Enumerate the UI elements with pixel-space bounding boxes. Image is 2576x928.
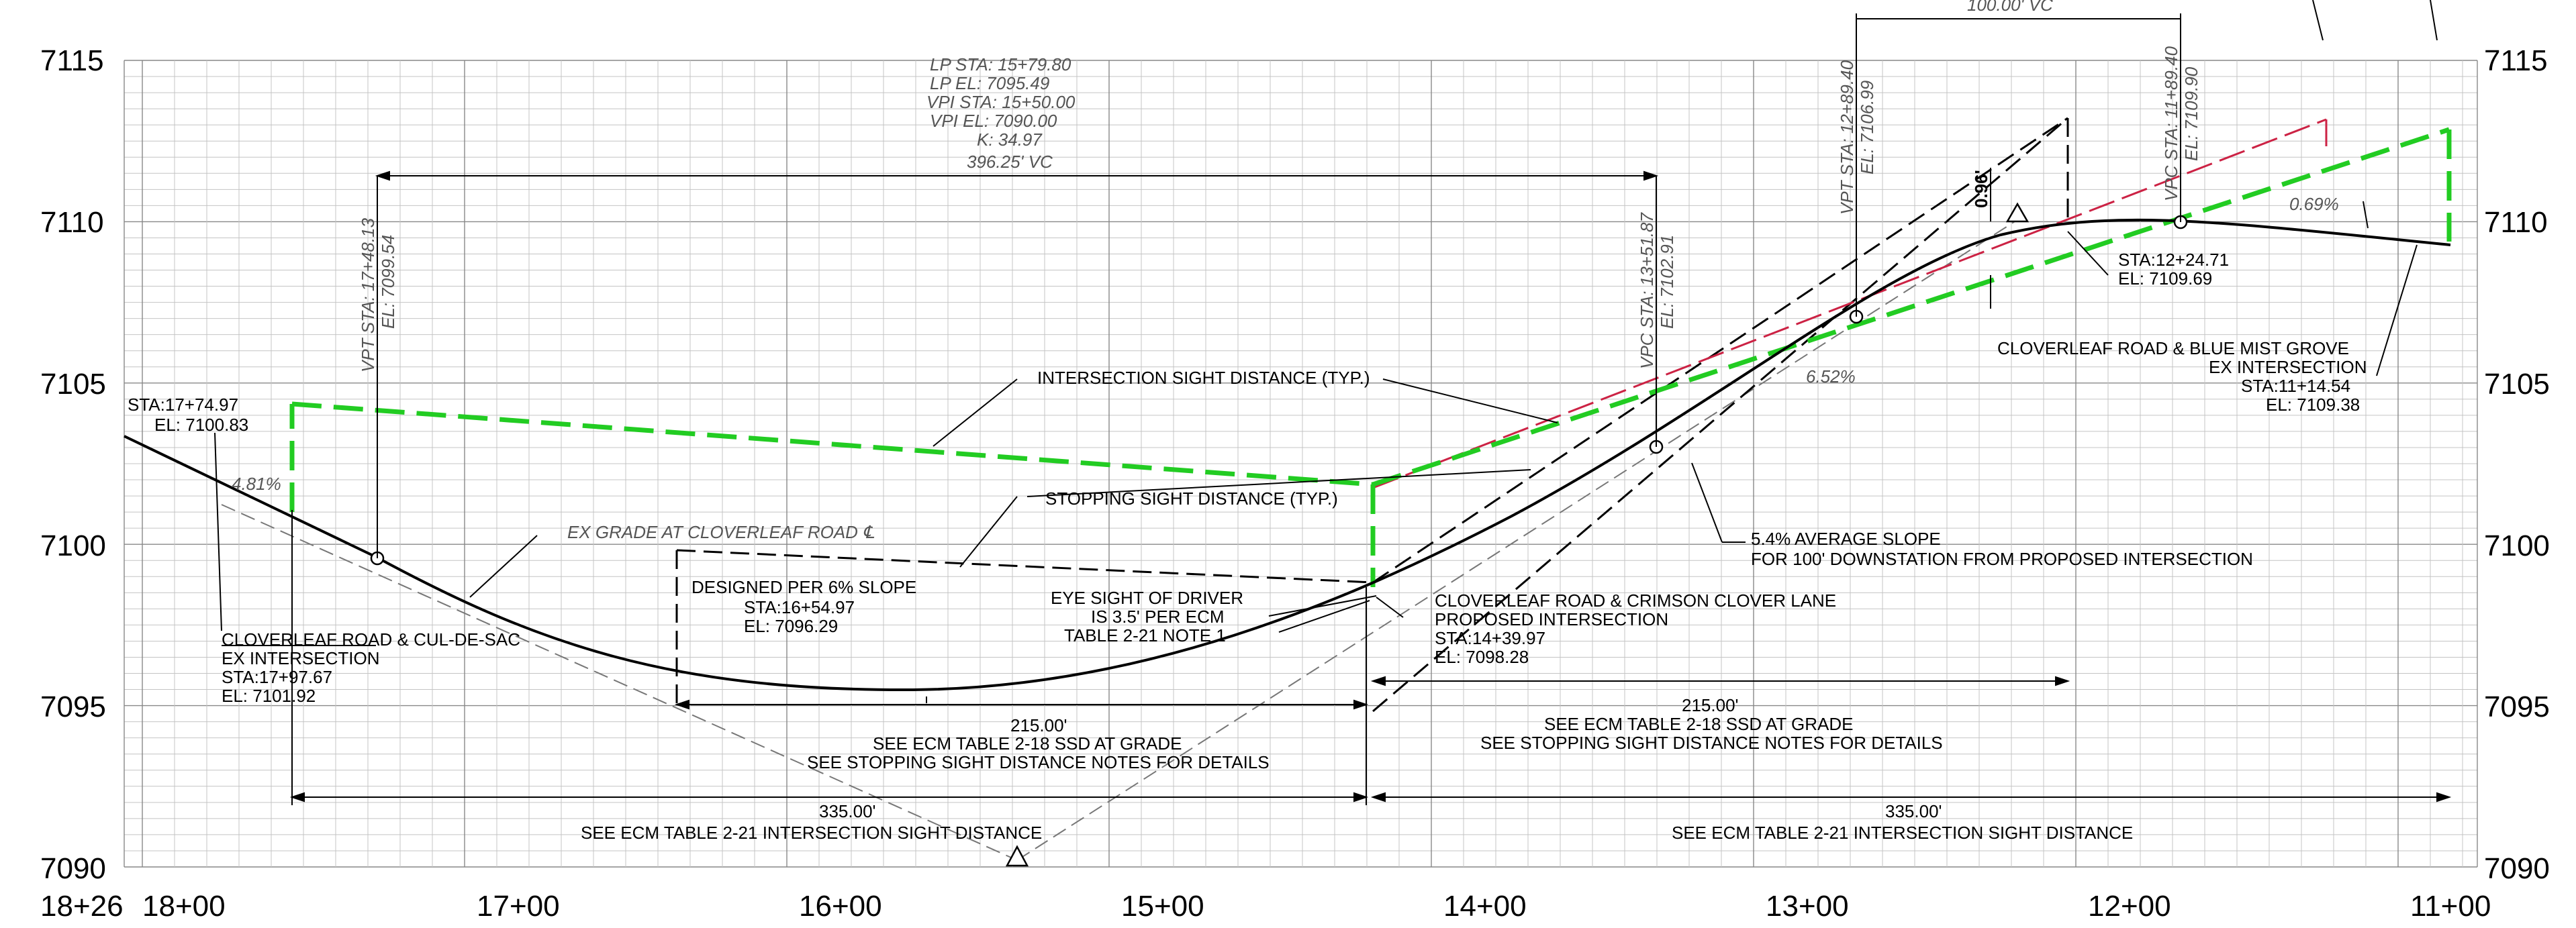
isd-line xyxy=(1372,118,2328,489)
vpc-right-sta: VPC STA: 11+89.40 xyxy=(2161,46,2181,201)
isd-right-2: SEE ECM TABLE 2-21 INTERSECTION SIGHT DI… xyxy=(1672,823,2133,843)
ssd-right-2: SEE ECM TABLE 2-18 SSD AT GRADE xyxy=(1544,714,1853,734)
vpi-el: VPI EL: 7090.00 xyxy=(930,111,1057,131)
elev-label: 7105 xyxy=(2484,368,2550,401)
isd-left-1: 335.00' xyxy=(819,801,876,821)
sta-left-top: STA:17+74.97 xyxy=(128,395,238,415)
elev-label: 7100 xyxy=(2484,529,2550,562)
vertical-station-labels: VPT STA: 17+48.13 EL: 7099.54 VPC STA: 1… xyxy=(358,46,2201,372)
cul-de-sac-1: CLOVERLEAF ROAD & CUL-DE-SAC xyxy=(222,629,520,650)
eye-3: TABLE 2-21 NOTE 1 xyxy=(1064,625,1226,646)
station-label: 18+26 xyxy=(40,890,124,923)
avg-slope-2: FOR 100' DOWNSTATION FROM PROPOSED INTER… xyxy=(1751,549,2253,569)
crimson-4: EL: 7098.28 xyxy=(1435,647,1529,667)
blue-mist-4: EL: 7109.38 xyxy=(2266,395,2360,415)
elev-label: 7105 xyxy=(40,368,106,401)
vc-length-left: 396.25' VC xyxy=(967,152,1053,172)
leader-lines xyxy=(214,0,2438,703)
ssd-typ: STOPPING SIGHT DISTANCE (TYP.) xyxy=(1045,488,1338,509)
grid xyxy=(124,60,2478,868)
low-el: EL: 7096.29 xyxy=(744,616,838,636)
elev-label: 7115 xyxy=(2484,44,2548,77)
ssd-lines xyxy=(289,127,2452,587)
middle-annotations: INTERSECTION SIGHT DISTANCE (TYP.) STOPP… xyxy=(691,368,1836,667)
elev-label: 7095 xyxy=(40,690,106,723)
ex-grade: EX GRADE AT CLOVERLEAF ROAD ℄ xyxy=(567,522,875,542)
station-label: 11+00 xyxy=(2410,890,2491,923)
lp-el: LP EL: 7095.49 xyxy=(930,73,1049,93)
vpc-right-el: EL: 7109.90 xyxy=(2181,66,2201,161)
cul-de-sac-2: EX INTERSECTION xyxy=(222,648,379,668)
ssd-right-3: SEE STOPPING SIGHT DISTANCE NOTES FOR DE… xyxy=(1480,733,1943,753)
ssd-left-2: SEE ECM TABLE 2-18 SSD AT GRADE xyxy=(873,733,1182,754)
el-left-top: EL: 7100.83 xyxy=(154,415,248,435)
cul-de-sac-3: STA:17+97.67 xyxy=(222,667,332,687)
vpt-left-sta: VPT STA: 17+48.13 xyxy=(358,217,378,372)
vpt-left-el: EL: 7099.54 xyxy=(378,235,398,329)
eye-2: IS 3.5' PER ECM xyxy=(1091,607,1225,627)
vpi-triangles xyxy=(1005,202,2030,867)
elev-label: 7115 xyxy=(40,44,104,77)
blue-mist-2: EX INTERSECTION xyxy=(2209,357,2367,377)
elevation-axis-right: 7115 7110 7105 7100 7095 7090 xyxy=(2484,44,2550,885)
isd-right-1: 335.00' xyxy=(1885,801,1942,821)
isd-typ: INTERSECTION SIGHT DISTANCE (TYP.) xyxy=(1037,368,1370,388)
avg-slope-1: 5.4% AVERAGE SLOPE xyxy=(1751,529,1941,549)
vertical-reference-lines xyxy=(291,13,2181,805)
blue-mist-3: STA:11+14.54 xyxy=(2241,376,2350,396)
crimson-2: PROPOSED INTERSECTION xyxy=(1435,609,1668,629)
elev-label: 7090 xyxy=(2484,852,2550,885)
station-label: 13+00 xyxy=(1766,890,1849,923)
high-el: EL: 7109.69 xyxy=(2118,268,2212,289)
elev-label: 7095 xyxy=(2484,690,2550,723)
low-sta: STA:16+54.97 xyxy=(744,597,855,617)
crimson-1: CLOVERLEAF ROAD & CRIMSON CLOVER LANE xyxy=(1435,590,1836,611)
station-label: 18+00 xyxy=(142,890,226,923)
elev-label: 7110 xyxy=(40,206,104,239)
k-value: K: 34.97 xyxy=(977,130,1043,150)
bottom-distance-notes: 215.00' SEE ECM TABLE 2-18 SSD AT GRADE … xyxy=(581,695,2133,843)
left-annotations: STA:17+74.97 EL: 7100.83 4.81% CLOVERLEA… xyxy=(128,395,875,706)
isd-left-2: SEE ECM TABLE 2-21 INTERSECTION SIGHT DI… xyxy=(581,823,1042,843)
slope-652: 6.52% xyxy=(1806,366,1856,386)
station-axis: 18+26 18+00 17+00 16+00 15+00 14+00 13+0… xyxy=(40,890,2491,923)
vc-length-right: 100.00' VC xyxy=(1967,0,2053,15)
lp-sta: LP STA: 15+79.80 xyxy=(930,54,1071,74)
vpt-right-sta: VPT STA: 12+89.40 xyxy=(1837,60,1857,215)
vpt-right-el: EL: 7106.99 xyxy=(1857,81,1877,174)
vpc-mid-sta: VPC STA: 13+51.87 xyxy=(1637,212,1657,369)
vc-left-info: LP STA: 15+79.80 LP EL: 7095.49 VPI STA:… xyxy=(926,54,1076,172)
designed: DESIGNED PER 6% SLOPE xyxy=(691,577,916,597)
station-label: 17+00 xyxy=(477,890,560,923)
cul-de-sac-4: EL: 7101.92 xyxy=(222,686,316,706)
vpc-mid-el: EL: 7102.91 xyxy=(1657,235,1677,329)
station-label: 15+00 xyxy=(1121,890,1204,923)
right-annotations: 5.4% AVERAGE SLOPE FOR 100' DOWNSTATION … xyxy=(1751,194,2367,569)
crimson-3: STA:14+39.97 xyxy=(1435,628,1545,648)
black-dashed-lines xyxy=(675,117,2069,713)
slope-069: 0.69% xyxy=(2289,194,2339,214)
ssd-left-1: 215.00' xyxy=(1010,715,1067,735)
blue-mist-1: CLOVERLEAF ROAD & BLUE MIST GROVE xyxy=(1997,338,2349,358)
eye-1: EYE SIGHT OF DRIVER xyxy=(1051,588,1243,608)
elevation-axis-left: 7115 7110 7105 7100 7095 7090 xyxy=(40,44,106,885)
station-label: 12+00 xyxy=(2088,890,2171,923)
ground-profile xyxy=(124,218,2451,692)
vpi-sta: VPI STA: 15+50.00 xyxy=(926,92,1076,112)
dimension-lines xyxy=(289,18,2452,803)
elev-label: 7090 xyxy=(40,852,106,885)
station-label: 14+00 xyxy=(1443,890,1527,923)
elev-label: 7100 xyxy=(40,529,106,562)
elev-label: 7110 xyxy=(2484,206,2548,239)
ssd-left-3: SEE STOPPING SIGHT DISTANCE NOTES FOR DE… xyxy=(807,752,1270,772)
high-sta: STA:12+24.71 xyxy=(2118,250,2229,270)
dim-096: 0.96' xyxy=(1971,170,1991,208)
station-label: 16+00 xyxy=(799,890,882,923)
ssd-right-1: 215.00' xyxy=(1682,695,1739,715)
slope-left: 4.81% xyxy=(232,474,281,494)
